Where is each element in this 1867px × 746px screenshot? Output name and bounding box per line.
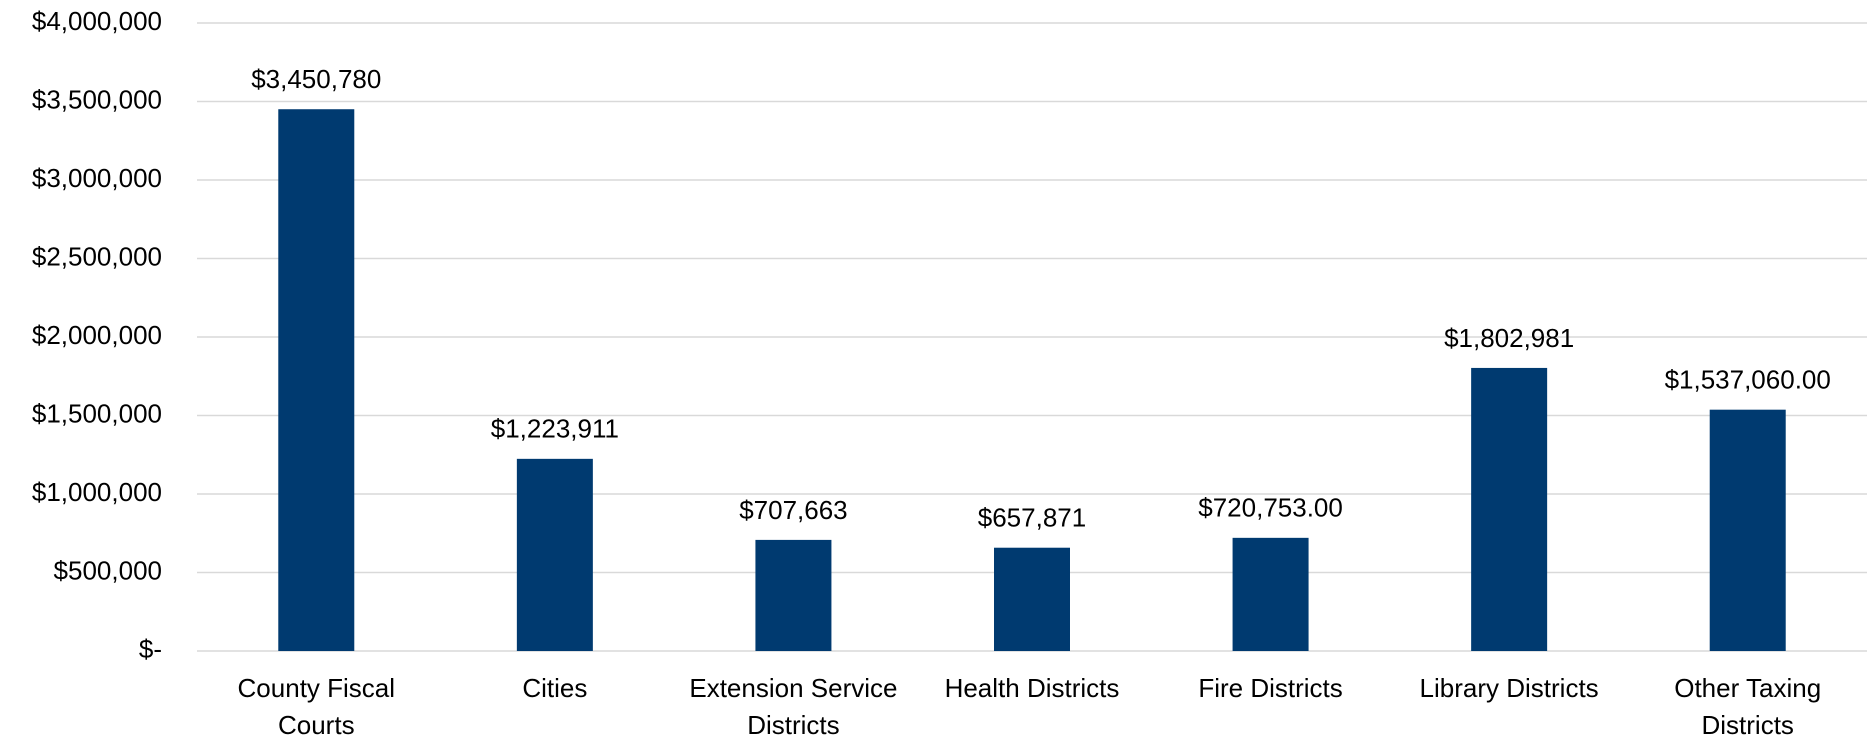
value-label: $707,663 [739,495,847,525]
x-tick-label: Library Districts [1419,673,1599,703]
value-label: $3,450,780 [251,64,381,94]
value-label: $1,802,981 [1444,323,1574,353]
bar [994,547,1070,651]
bar [1471,367,1548,651]
bar [516,458,593,651]
y-tick-label: $1,500,000 [32,398,162,428]
bar [1232,537,1309,651]
y-tick-label: $4,000,000 [32,6,162,36]
y-tick-label: $1,000,000 [32,477,162,507]
x-tick-label: County Fiscal Courts [237,673,396,740]
y-tick-label: $2,000,000 [32,320,162,350]
bar [278,109,355,651]
x-tick-label: Other Taxing Districts [1674,673,1822,740]
value-label: $1,537,060.00 [1665,365,1831,395]
bar [1709,409,1786,651]
bar [755,539,832,651]
x-tick-label: Extension Service Districts [689,673,898,740]
y-tick-label: $- [139,634,162,664]
x-tick-label: Fire Districts [1198,673,1343,703]
x-tick-label: Cities [522,673,588,703]
y-tick-label: $2,500,000 [32,241,162,271]
y-tick-label: $3,500,000 [32,84,162,114]
value-label: $1,223,911 [491,414,619,444]
y-tick-label: $500,000 [54,555,162,585]
x-tick-label: Health Districts [944,673,1120,703]
y-tick-label: $3,000,000 [32,163,162,193]
value-label: $657,871 [978,503,1086,533]
value-label: $720,753.00 [1198,493,1343,523]
